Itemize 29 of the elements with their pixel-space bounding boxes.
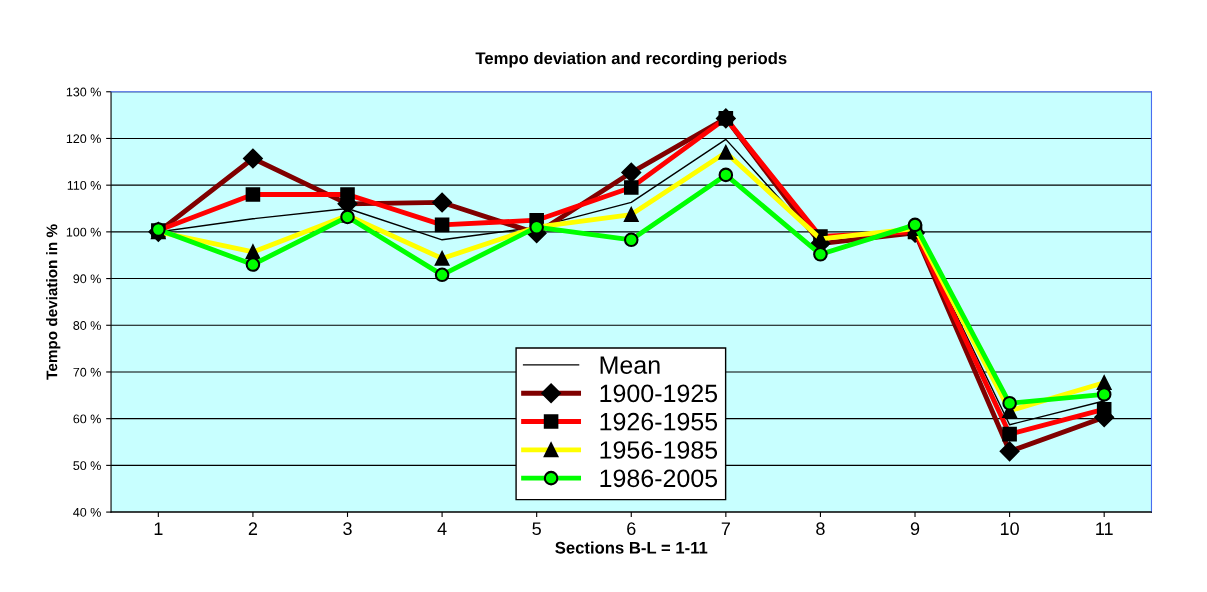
legend-label: 1986-2005 xyxy=(600,469,718,488)
x-tick-label: 9 xyxy=(910,522,920,536)
legend-label: 1926-1955 xyxy=(600,412,718,431)
legend-label: 1956-1985 xyxy=(600,441,718,459)
legend-label: 1900-1925 xyxy=(600,384,718,403)
y-tick-label: 60 % xyxy=(73,414,101,424)
x-tick-label: 1 xyxy=(154,522,163,535)
y-tick-label: 110 % xyxy=(67,180,101,190)
x-tick-label: 2 xyxy=(248,522,258,535)
x-tick-label: 7 xyxy=(721,522,730,535)
x-tick-label: 10 xyxy=(1000,522,1019,536)
x-tick-label: 3 xyxy=(343,522,352,536)
chart-title: Tempo deviation and recording periods xyxy=(475,51,787,68)
y-tick-label: 130 % xyxy=(66,87,101,97)
x-tick-label: 11 xyxy=(1096,522,1113,535)
y-axis-title: Tempo deviation in % xyxy=(46,224,61,380)
x-tick-label: 5 xyxy=(532,522,541,536)
x-tick-label: 6 xyxy=(627,522,636,536)
legend-label: Mean xyxy=(600,356,660,374)
x-tick-label: 8 xyxy=(816,522,825,536)
y-tick-label: 70 % xyxy=(73,367,101,377)
y-tick-label: 40 % xyxy=(73,507,101,517)
x-axis-title: Sections B-L = 1-11 xyxy=(555,541,708,554)
y-tick-label: 120 % xyxy=(66,134,101,144)
x-tick-label: 4 xyxy=(437,522,447,535)
y-tick-label: 100 % xyxy=(66,227,101,237)
y-tick-label: 50 % xyxy=(73,461,101,471)
y-tick-label: 90 % xyxy=(73,274,101,284)
y-tick-label: 80 % xyxy=(73,321,101,330)
